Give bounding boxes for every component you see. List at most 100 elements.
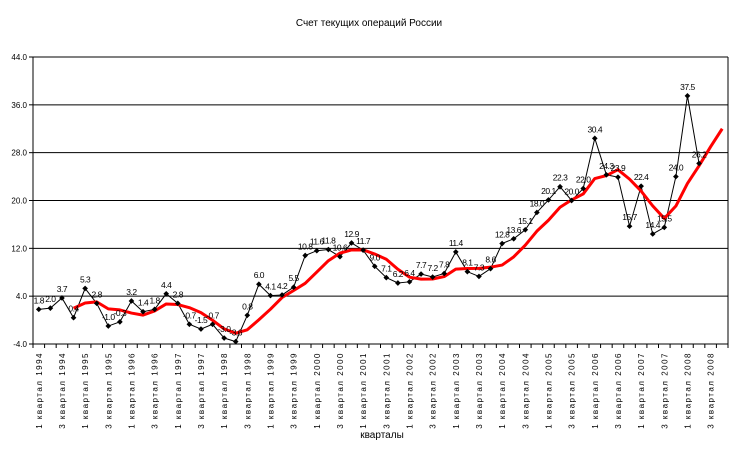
x-tick-label: 1 квартал 2002 xyxy=(405,352,414,429)
x-tick-label: 1 квартал 1997 xyxy=(174,352,183,429)
x-tick-label: 1 квартал 1996 xyxy=(127,352,136,429)
x-tick-label: 3 квартал 2000 xyxy=(336,352,345,429)
data-point xyxy=(360,247,366,253)
data-point xyxy=(696,160,702,167)
data-label: 10.6 xyxy=(333,243,348,253)
data-label: 13.6 xyxy=(506,225,521,235)
data-label: -0.7 xyxy=(206,310,219,320)
series-layer: 1.8 2.03.70.45.32.8-1.0-0.33.21.4 1.84.42.… xyxy=(34,82,724,345)
x-tick-label: 3 квартал 2004 xyxy=(521,352,530,429)
x-tick-label: 1 квартал 2004 xyxy=(498,352,507,429)
data-point xyxy=(395,280,401,286)
x-tick-label: 1 квартал 1999 xyxy=(266,352,275,429)
data-point xyxy=(464,268,471,275)
data-label: 12.8 xyxy=(495,230,510,240)
data-label: -3.0 xyxy=(218,324,231,334)
data-point xyxy=(649,231,656,237)
data-point xyxy=(661,224,668,231)
data-point xyxy=(244,312,251,319)
data-label: 24.3 xyxy=(599,161,614,171)
data-point xyxy=(545,197,552,203)
y-tick-label: 36.0 xyxy=(11,101,27,110)
data-point xyxy=(557,183,563,190)
x-tick-label: 1 квартал 2001 xyxy=(359,352,368,429)
data-label: 8.1 xyxy=(462,258,473,268)
data-point xyxy=(534,209,540,216)
data-point xyxy=(93,300,100,307)
chart-title: Счет текущих операций России xyxy=(296,18,442,29)
y-tick-label: 28.0 xyxy=(11,149,27,158)
y-axis: -4.0 4.0 12.0 20.0 28.0 36.0 44.0 xyxy=(11,53,729,349)
data-label: 3.2 xyxy=(126,287,137,297)
data-label: 6.2 xyxy=(393,269,404,279)
data-label: 11.4 xyxy=(449,238,464,248)
x-tick-label: 1 квартал 1998 xyxy=(220,352,229,429)
data-label: 12.9 xyxy=(344,229,359,239)
data-point xyxy=(615,174,621,181)
data-label: 26.2 xyxy=(692,149,707,159)
x-tick-label: 3 квартал 1999 xyxy=(290,352,299,429)
data-label: -1.0 xyxy=(102,312,115,322)
data-point xyxy=(510,235,517,242)
data-point xyxy=(591,135,598,142)
data-point xyxy=(452,249,459,255)
data-point xyxy=(603,171,610,178)
moving-average-line xyxy=(72,127,724,335)
data-label: 22.3 xyxy=(553,173,568,183)
x-tick-label: 1 квартал 1995 xyxy=(81,352,90,429)
x-tick-label: 3 квартал 2008 xyxy=(707,352,716,429)
x-tick-label: 3 квартал 2006 xyxy=(614,352,623,429)
data-label: -0.3 xyxy=(114,308,127,318)
data-point xyxy=(429,274,436,280)
data-point xyxy=(209,321,216,328)
data-label: 2.0 xyxy=(45,294,56,304)
data-label: 18.0 xyxy=(530,198,545,208)
data-point xyxy=(638,183,644,189)
data-point xyxy=(337,253,343,260)
data-point xyxy=(418,271,424,277)
data-label: 1.4 xyxy=(138,298,149,308)
data-point xyxy=(290,284,297,291)
x-tick-label: 3 квартал 2007 xyxy=(660,352,669,429)
data-label: 4.2 xyxy=(277,281,288,291)
data-label: 30.4 xyxy=(588,124,603,134)
x-tick-label: 3 квартал 2003 xyxy=(475,352,484,429)
data-point xyxy=(256,281,262,288)
data-point xyxy=(568,197,575,204)
data-point xyxy=(128,298,135,304)
data-point xyxy=(313,247,320,254)
data-point xyxy=(82,285,88,292)
data-point xyxy=(163,290,170,297)
data-label: 7.1 xyxy=(381,264,392,274)
data-point xyxy=(406,278,413,285)
x-tick-label: 3 квартал 2001 xyxy=(382,352,391,429)
data-label: 15.1 xyxy=(518,216,533,226)
y-tick-label: 44.0 xyxy=(11,53,27,62)
data-point xyxy=(186,321,193,328)
data-label: 9.0 xyxy=(370,252,381,262)
data-label: 4.4 xyxy=(161,280,172,290)
y-tick-label: 12.0 xyxy=(11,244,27,253)
data-label: 1.8 xyxy=(149,295,160,305)
data-label: 7.3 xyxy=(474,262,485,272)
data-label: 0.8 xyxy=(242,301,253,311)
data-point xyxy=(673,173,679,180)
data-point xyxy=(232,338,239,345)
data-label: -3.6 xyxy=(229,328,242,338)
x-axis: 1 квартал 1994 3 квартал 1994 1 квартал 19… xyxy=(32,343,729,429)
data-point xyxy=(279,292,285,298)
data-label: 11.6 xyxy=(310,237,325,247)
data-label: 20.1 xyxy=(541,186,556,196)
data-label: 3.7 xyxy=(57,284,68,294)
x-axis-title: кварталы xyxy=(360,430,404,441)
data-point xyxy=(117,319,123,325)
data-label: 6.0 xyxy=(254,270,265,280)
data-label: 2.8 xyxy=(173,289,184,299)
data-point xyxy=(476,273,482,280)
gridlines xyxy=(33,56,728,345)
data-point xyxy=(383,274,390,281)
data-label: 11.7 xyxy=(356,236,371,246)
x-tick-label: 3 квартал 1996 xyxy=(151,352,160,429)
data-label: 7.7 xyxy=(416,260,427,270)
